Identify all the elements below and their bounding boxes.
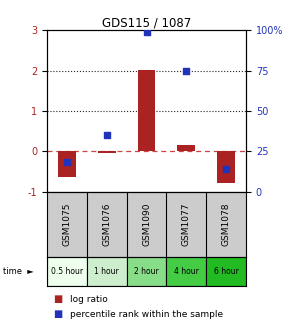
Bar xyxy=(87,257,127,286)
Text: ■: ■ xyxy=(53,309,62,319)
Text: GSM1075: GSM1075 xyxy=(62,203,71,246)
Text: log ratio: log ratio xyxy=(70,295,108,303)
Text: percentile rank within the sample: percentile rank within the sample xyxy=(70,310,224,319)
Point xyxy=(224,166,229,172)
Point xyxy=(184,68,189,73)
Bar xyxy=(177,145,195,151)
Bar xyxy=(58,151,76,177)
Point xyxy=(64,160,69,165)
Text: ■: ■ xyxy=(53,294,62,304)
Point xyxy=(144,29,149,35)
Text: GSM1076: GSM1076 xyxy=(102,203,111,246)
Title: GDS115 / 1087: GDS115 / 1087 xyxy=(102,16,191,29)
Text: 1 hour: 1 hour xyxy=(94,267,119,276)
Text: GSM1090: GSM1090 xyxy=(142,203,151,246)
Bar xyxy=(47,257,87,286)
Text: GSM1078: GSM1078 xyxy=(222,203,231,246)
Bar xyxy=(166,257,206,286)
Bar xyxy=(137,70,156,151)
Bar xyxy=(98,151,116,153)
Bar xyxy=(206,257,246,286)
Bar xyxy=(127,257,166,286)
Text: GSM1077: GSM1077 xyxy=(182,203,191,246)
Text: 6 hour: 6 hour xyxy=(214,267,239,276)
Text: time  ►: time ► xyxy=(3,267,34,276)
Text: 2 hour: 2 hour xyxy=(134,267,159,276)
Point xyxy=(104,132,109,138)
Text: 0.5 hour: 0.5 hour xyxy=(51,267,83,276)
Bar xyxy=(217,151,235,183)
Text: 4 hour: 4 hour xyxy=(174,267,199,276)
